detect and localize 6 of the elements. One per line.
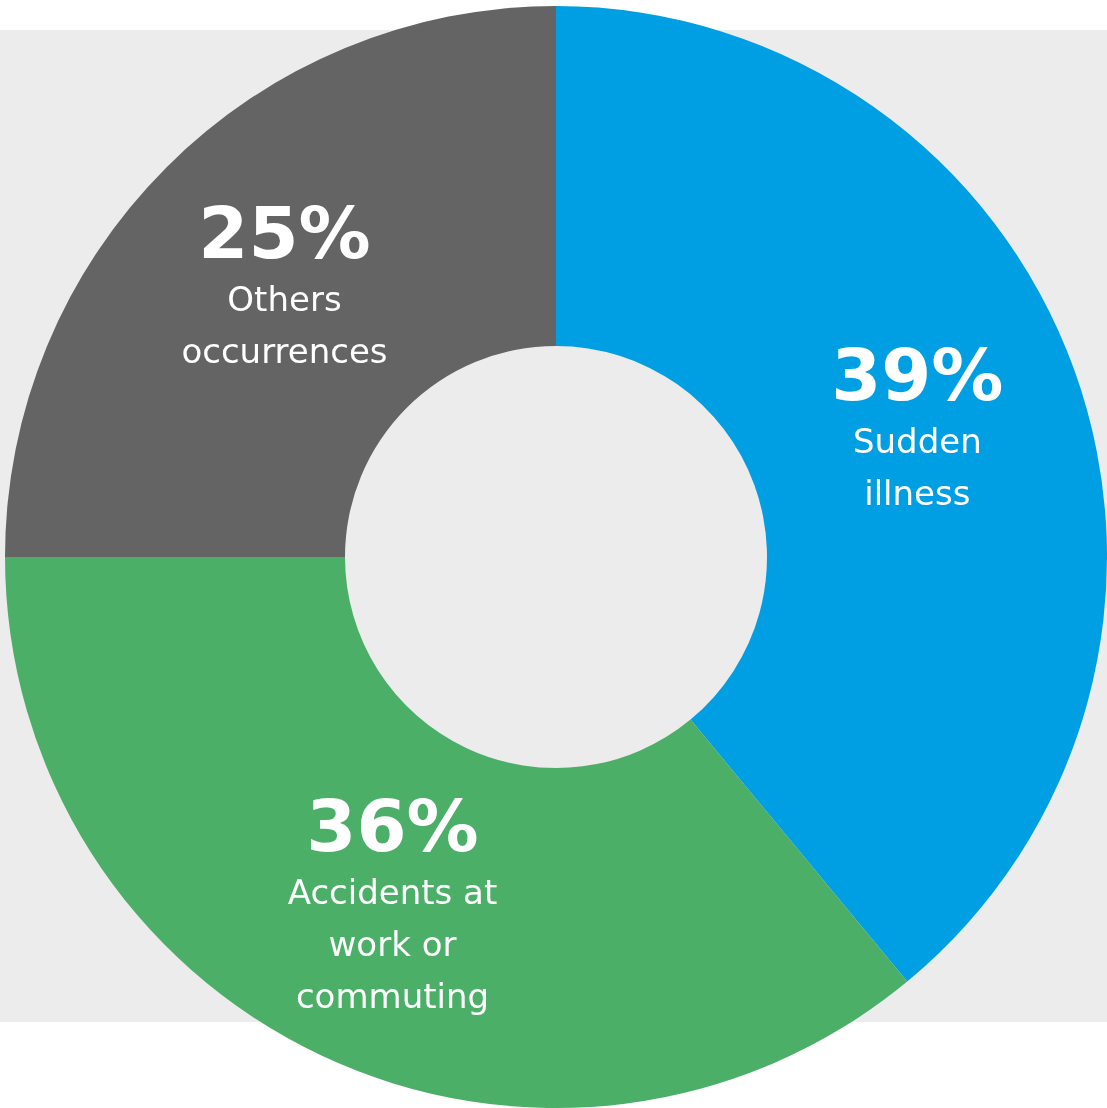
data-label: 39%	[831, 332, 1004, 417]
slice-label: Sudden illness	[852, 420, 982, 513]
slice-label: Accidents at work or commuting	[287, 872, 498, 1017]
slice-label: Others occurrences	[181, 279, 388, 372]
data-label: 25%	[198, 191, 371, 276]
data-label: 36%	[306, 784, 479, 869]
